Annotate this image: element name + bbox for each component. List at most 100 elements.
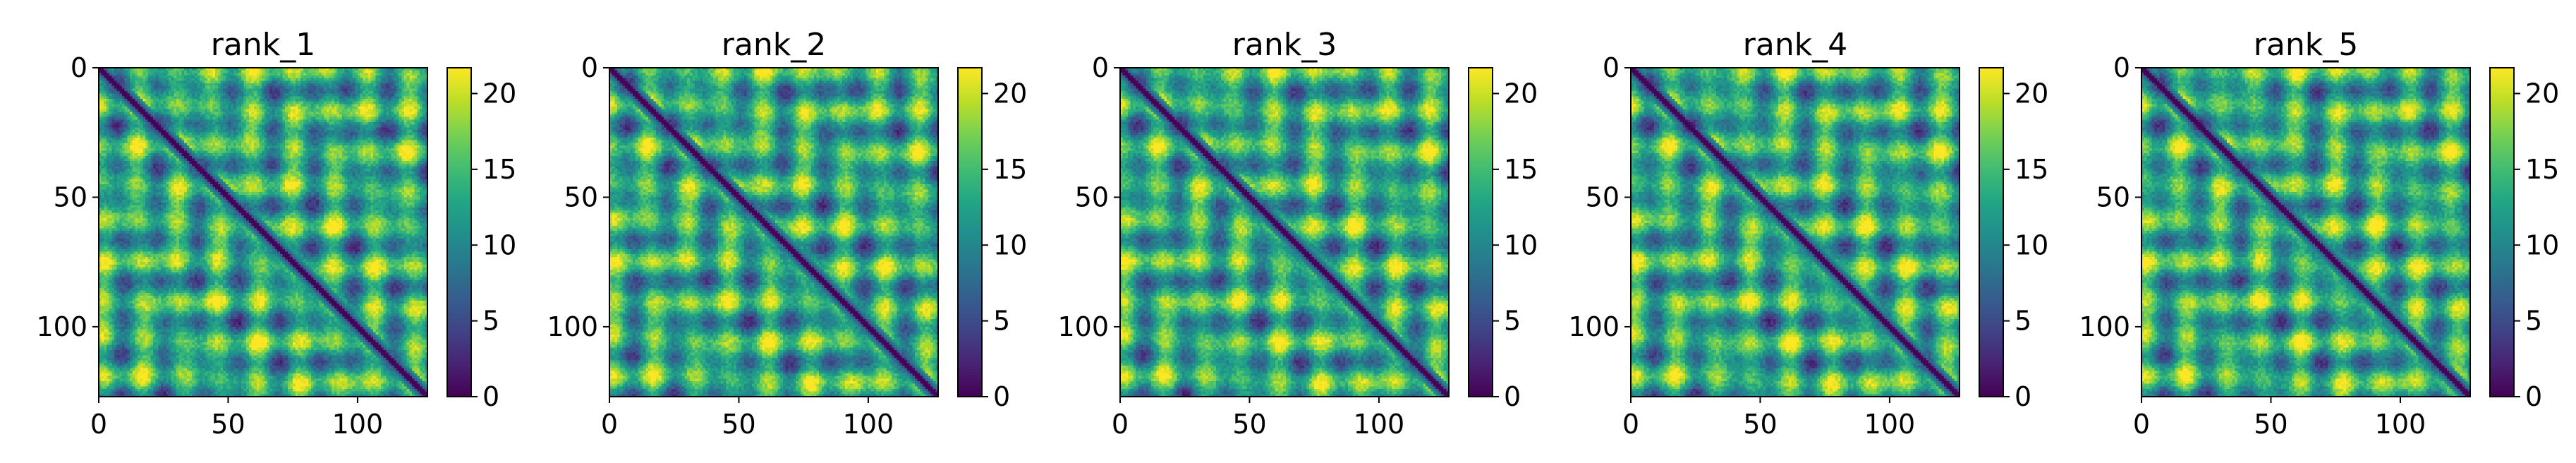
heatmap-cell xyxy=(176,80,179,83)
heatmap-cell xyxy=(389,88,391,91)
heatmap-cell xyxy=(350,80,353,83)
heatmap-cell xyxy=(142,71,145,73)
heatmap-cell xyxy=(423,109,425,112)
heatmap-cell xyxy=(174,78,176,81)
heatmap-cell xyxy=(381,112,384,114)
heatmap-cell xyxy=(394,76,396,78)
heatmap-cell xyxy=(161,96,164,99)
heatmap-cell xyxy=(228,94,231,97)
heatmap-cell xyxy=(401,112,404,114)
heatmap-cell xyxy=(353,83,356,86)
heatmap-cell xyxy=(399,73,402,76)
heatmap-cell xyxy=(249,94,252,97)
heatmap-cell xyxy=(138,83,140,86)
heatmap-cell xyxy=(269,76,272,78)
heatmap-cell xyxy=(381,96,384,99)
heatmap-cell xyxy=(228,96,231,99)
heatmap-cell xyxy=(272,96,275,99)
heatmap-cell xyxy=(104,78,107,81)
heatmap-cell xyxy=(401,104,404,107)
heatmap-cell xyxy=(384,78,387,81)
heatmap-cell xyxy=(342,107,345,109)
heatmap-cell xyxy=(197,86,200,89)
heatmap-cell xyxy=(381,104,384,107)
heatmap-cell xyxy=(300,102,303,104)
heatmap-cell xyxy=(179,73,182,76)
heatmap-cell xyxy=(153,109,156,112)
heatmap-cell xyxy=(200,80,202,83)
heatmap-cell xyxy=(156,99,159,102)
heatmap-cell xyxy=(218,102,221,104)
heatmap-cell xyxy=(171,91,174,94)
heatmap-cell xyxy=(158,117,161,120)
heatmap-cell xyxy=(156,76,159,78)
heatmap-cell xyxy=(265,112,267,114)
heatmap-cell xyxy=(334,102,337,104)
heatmap-cell xyxy=(391,86,394,89)
heatmap-cell xyxy=(241,96,244,99)
heatmap-cell xyxy=(407,86,410,89)
heatmap-cell xyxy=(228,91,231,94)
heatmap-cell xyxy=(334,86,337,89)
heatmap-cell xyxy=(415,99,418,102)
heatmap-cell xyxy=(324,76,327,78)
heatmap-cell xyxy=(272,114,275,117)
heatmap-cell xyxy=(236,83,238,86)
heatmap-cell xyxy=(249,88,252,91)
heatmap-cell xyxy=(200,88,202,91)
heatmap-cell xyxy=(130,107,133,109)
heatmap-cell xyxy=(184,96,187,99)
heatmap-cell xyxy=(231,102,233,104)
heatmap-cell xyxy=(257,71,260,73)
heatmap-cell xyxy=(337,73,340,76)
heatmap-cell xyxy=(119,83,122,86)
heatmap-cell xyxy=(176,76,179,78)
heatmap-cell xyxy=(399,76,402,78)
heatmap-cell xyxy=(342,94,345,97)
heatmap-cell xyxy=(257,88,260,91)
heatmap-cell xyxy=(236,112,238,114)
heatmap-cell xyxy=(102,94,104,97)
heatmap-cell xyxy=(314,94,317,97)
heatmap-cell xyxy=(202,73,205,76)
heatmap-cell xyxy=(169,91,171,94)
heatmap-cell xyxy=(236,114,238,117)
heatmap-cell xyxy=(164,112,166,114)
heatmap-cell xyxy=(114,71,117,73)
heatmap-cell xyxy=(135,88,138,91)
heatmap-cell xyxy=(350,104,353,107)
heatmap-cell xyxy=(329,78,332,81)
heatmap-cell xyxy=(161,76,164,78)
heatmap-cell xyxy=(337,109,340,112)
heatmap-cell xyxy=(189,80,192,83)
heatmap-cell xyxy=(133,114,135,117)
heatmap-cell xyxy=(272,104,275,107)
heatmap-cell xyxy=(265,80,267,83)
heatmap-cell xyxy=(347,91,350,94)
heatmap-cell xyxy=(384,83,387,86)
heatmap-cell xyxy=(265,76,267,78)
heatmap-cell xyxy=(179,107,182,109)
heatmap-cell xyxy=(285,96,288,99)
heatmap-cell xyxy=(171,76,174,78)
heatmap-cell xyxy=(327,96,329,99)
heatmap-cell xyxy=(319,99,322,102)
heatmap-cell xyxy=(218,112,221,114)
heatmap-cell xyxy=(350,71,353,73)
heatmap-cell xyxy=(197,94,200,97)
heatmap-cell xyxy=(207,112,210,114)
heatmap-cell xyxy=(283,104,286,107)
heatmap-cell xyxy=(280,112,283,114)
heatmap-cell xyxy=(260,114,262,117)
panel-rank_1: rank_10 50 10005010005101520 xyxy=(36,27,516,440)
heatmap-cell xyxy=(300,78,303,81)
heatmap-cell xyxy=(171,88,174,91)
heatmap-cell xyxy=(322,109,324,112)
heatmap-cell xyxy=(360,73,363,76)
heatmap-cell xyxy=(275,112,278,114)
heatmap-cell xyxy=(257,80,260,83)
heatmap-cell xyxy=(251,80,254,83)
heatmap-cell xyxy=(327,86,329,89)
heatmap-cell xyxy=(169,107,171,109)
heatmap-cell xyxy=(202,71,205,73)
